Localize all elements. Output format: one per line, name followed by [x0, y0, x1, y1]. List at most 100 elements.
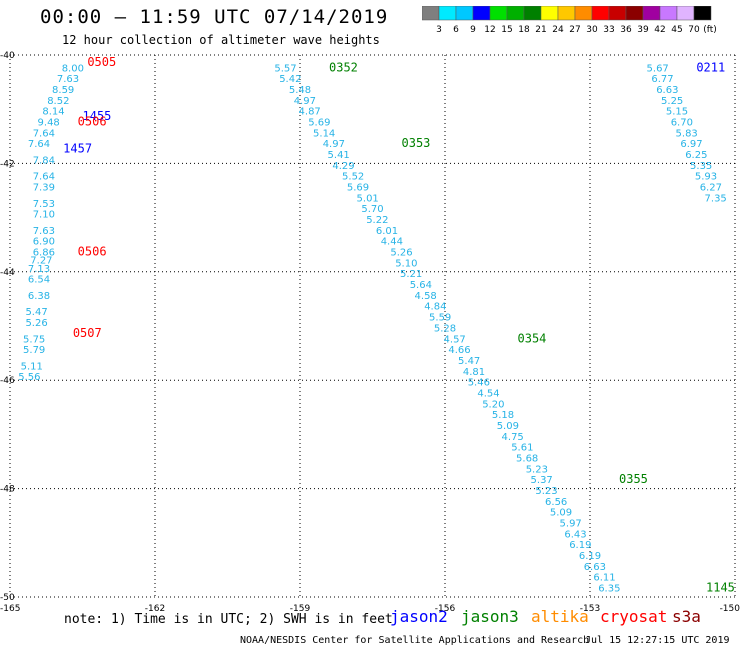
wave-height-value: 6.43	[564, 529, 586, 540]
latitude-label: -44	[0, 268, 15, 278]
latitude-label: -40	[0, 51, 15, 61]
wave-height-value: 5.18	[492, 410, 514, 421]
wave-height-value: 8.00	[62, 63, 84, 74]
longitude-label: -150	[720, 604, 740, 614]
map-subtitle: 12 hour collection of altimeter wave hei…	[62, 33, 380, 47]
wave-height-value: 4.84	[424, 302, 446, 313]
wave-height-value: 5.48	[289, 85, 311, 96]
wave-height-value: 4.29	[332, 161, 354, 172]
wave-height-value: 6.56	[545, 497, 567, 508]
pass-time-label: 0352	[329, 60, 358, 74]
longitude-label: -159	[290, 604, 311, 614]
color-scale-tick: 24	[552, 25, 564, 35]
longitude-label: -162	[145, 604, 165, 614]
wave-height-value: 5.70	[361, 204, 383, 215]
wave-height-value: 5.10	[395, 258, 417, 269]
wave-height-value: 9.48	[38, 117, 60, 128]
wave-height-value: 6.25	[685, 150, 707, 161]
longitude-label: -165	[0, 604, 20, 614]
wave-height-value: 5.61	[511, 443, 533, 454]
wave-height-value: 8.14	[42, 107, 64, 118]
wave-height-value: 4.81	[463, 367, 485, 378]
color-scale-unit: (ft)	[703, 25, 717, 35]
wave-height-value: 4.75	[502, 432, 524, 443]
wave-height-value: 4.87	[299, 107, 321, 118]
wave-height-value: 6.86	[33, 248, 55, 259]
wave-height-value: 6.38	[28, 291, 50, 302]
pass-time-label: 1457	[63, 142, 92, 156]
wave-height-value: 5.14	[313, 128, 335, 139]
color-scale-tick: 70	[688, 25, 700, 35]
latitude-label: -50	[0, 593, 15, 603]
color-scale-tick: 15	[501, 25, 512, 35]
wave-height-value: 8.52	[47, 96, 69, 107]
wave-height-value: 7.35	[705, 193, 727, 204]
wave-height-value: 6.63	[584, 562, 606, 573]
wave-height-map: -40 -42 -44 -46 -48 -50-165 -162 -159 -156 -153 -1…	[0, 51, 740, 614]
wave-height-value: 7.63	[33, 226, 55, 237]
wave-height-value: 6.11	[593, 573, 615, 584]
wave-height-value: 7.53	[33, 199, 55, 210]
wave-height-value: 4.54	[477, 388, 499, 399]
wave-height-value: 6.19	[579, 551, 601, 562]
wave-height-value: 7.39	[33, 183, 55, 194]
mission-label-altika: altika	[531, 607, 589, 626]
wave-height-value: 5.97	[560, 519, 582, 530]
pass-time-label: 0505	[87, 55, 116, 69]
longitude-label: -153	[580, 604, 600, 614]
wave-height-value: 5.83	[676, 128, 698, 139]
wave-height-value: 6.63	[656, 85, 678, 96]
wave-height-value: 5.47	[458, 356, 480, 367]
wave-height-value: 5.59	[429, 313, 451, 324]
wave-height-value: 5.23	[535, 486, 557, 497]
wave-height-value: 5.37	[531, 475, 553, 486]
wave-height-value: 5.52	[342, 172, 364, 183]
wave-height-value: 5.20	[482, 399, 504, 410]
pass-time-label: 0506	[78, 114, 107, 128]
wave-height-value: 5.41	[328, 150, 350, 161]
wave-height-value: 7.63	[57, 74, 79, 85]
wave-height-value: 7.64	[33, 172, 55, 183]
color-scale-tick: 30	[586, 25, 598, 35]
color-scale-tick: 27	[569, 25, 580, 35]
color-scale-tick: 9	[470, 25, 476, 35]
wave-height-value: 5.69	[308, 117, 330, 128]
wave-height-value: 5.75	[23, 334, 45, 345]
latitude-label: -42	[0, 159, 15, 169]
mission-label-jason3: jason3	[461, 607, 519, 626]
generated-timestamp: Jul 15 12:27:15 UTC 2019	[585, 635, 730, 646]
color-scale-tick: 18	[518, 25, 530, 35]
wave-height-value: 5.47	[25, 307, 47, 318]
wave-height-value: 7.27	[30, 256, 52, 267]
wave-height-value: 5.26	[390, 248, 412, 259]
longitude-label: -156	[435, 604, 456, 614]
wave-height-value: 4.57	[444, 334, 466, 345]
wave-height-value: 8.59	[52, 85, 74, 96]
wave-height-value: 7.64	[28, 139, 50, 150]
wave-height-value: 6.01	[376, 226, 398, 237]
map-title: 00:00 – 11:59 UTC 07/14/2019	[40, 6, 389, 28]
wave-height-value: 5.09	[497, 421, 519, 432]
latitude-label: -48	[0, 485, 15, 495]
color-scale-tick: 42	[654, 25, 665, 35]
wave-height-value: 5.42	[279, 74, 301, 85]
wave-height-value: 6.19	[569, 540, 591, 551]
color-scale-tick: 45	[671, 25, 682, 35]
pass-time-label: 0506	[78, 245, 107, 259]
mission-label-cryosat: cryosat	[600, 607, 668, 626]
color-scale-tick: 36	[620, 25, 632, 35]
footer-note: note: 1) Time is in UTC; 2) SWH is in fe…	[64, 612, 393, 627]
wave-height-value: 5.68	[516, 454, 538, 465]
wave-height-value: 5.69	[347, 183, 369, 194]
wave-height-value: 6.35	[598, 584, 620, 595]
wave-height-value: 5.57	[274, 63, 296, 74]
pass-time-label: 0353	[402, 136, 431, 150]
wave-height-value: 5.22	[366, 215, 388, 226]
color-scale-tick: 21	[535, 25, 546, 35]
wave-height-value: 5.23	[526, 464, 548, 475]
wave-height-value: 6.77	[651, 74, 673, 85]
wave-height-value: 4.97	[294, 96, 316, 107]
pass-time-label: 0354	[518, 331, 547, 345]
wave-height-value: 4.58	[415, 291, 437, 302]
wave-height-value: 5.56	[18, 372, 40, 383]
